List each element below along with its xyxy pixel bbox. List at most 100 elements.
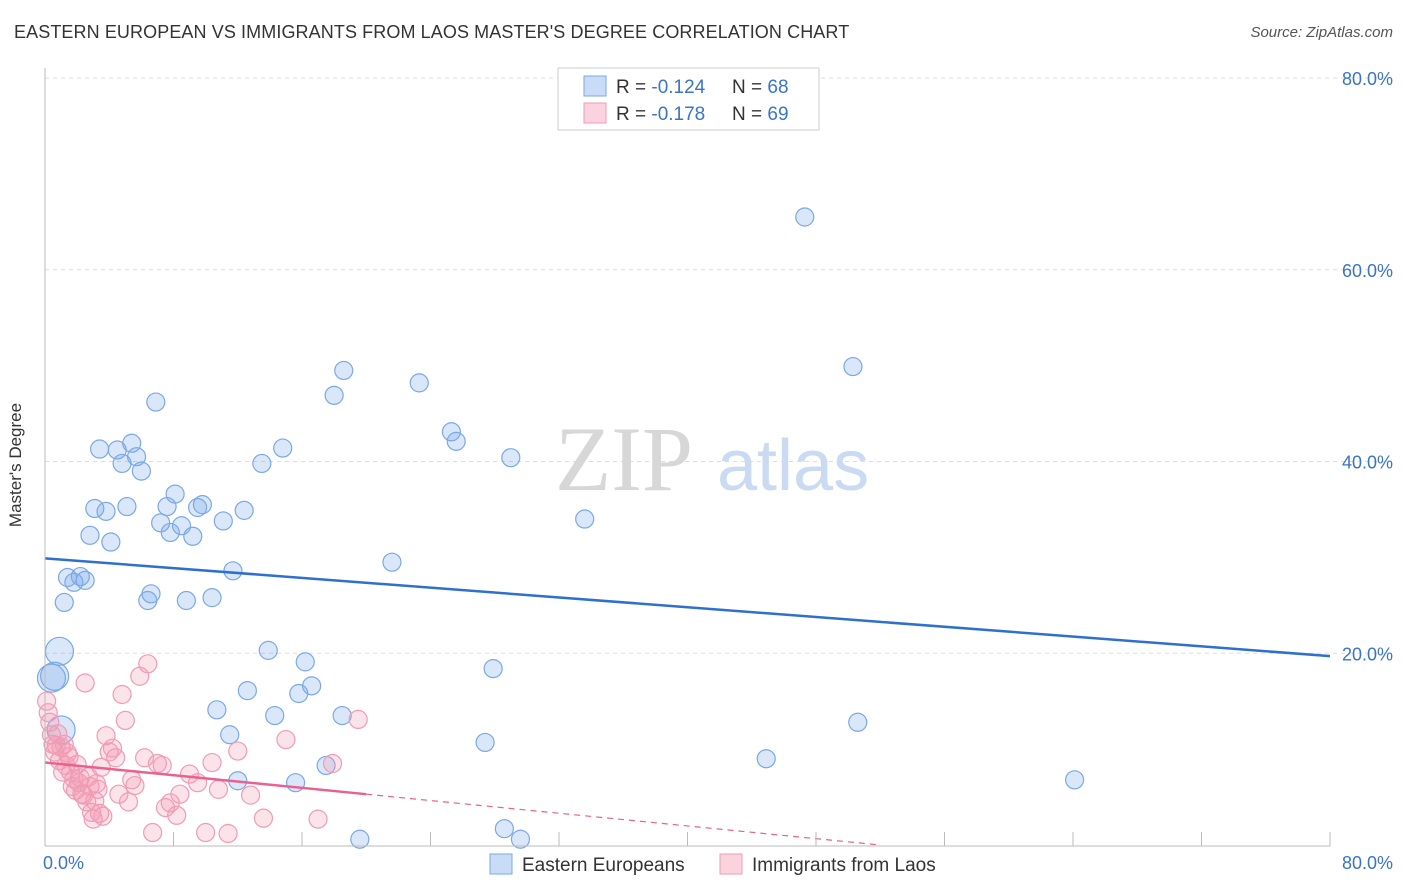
point-eastern-europeans	[848, 712, 868, 732]
point-eastern-europeans	[80, 525, 100, 545]
point-immigrants-from-laos	[112, 684, 132, 705]
point-eastern-europeans	[483, 658, 503, 679]
point-immigrants-from-laos	[109, 784, 129, 804]
point-eastern-europeans	[237, 681, 257, 701]
point-immigrants-from-laos	[143, 822, 163, 843]
point-immigrants-from-laos	[85, 791, 105, 811]
point-immigrants-from-laos	[125, 775, 145, 796]
point-immigrants-from-laos	[322, 753, 343, 774]
legend-label-eastern-europeans[interactable]: Eastern Europeans	[522, 855, 685, 876]
point-eastern-europeans	[151, 513, 171, 533]
axis-layer: 20.0% 40.0% 60.0% 80.0% 0.0% 80.0%	[43, 68, 1393, 873]
point-immigrants-from-laos	[38, 703, 58, 723]
point-eastern-europeans	[101, 532, 121, 552]
point-eastern-europeans	[202, 588, 222, 608]
point-eastern-europeans	[117, 496, 137, 517]
point-immigrants-from-laos	[75, 673, 95, 693]
legend-swatch-eastern-europeans[interactable]	[489, 853, 513, 875]
point-immigrants-from-laos	[152, 755, 172, 776]
watermark-atlas: atlas	[717, 426, 869, 506]
point-eastern-europeans	[510, 829, 531, 849]
stats-legend-row2-n: N = 69	[732, 104, 789, 125]
point-immigrants-from-laos	[170, 784, 190, 804]
point-eastern-europeans	[176, 590, 196, 611]
point-eastern-europeans	[494, 819, 514, 839]
point-eastern-europeans	[258, 640, 278, 660]
point-eastern-europeans	[843, 356, 863, 377]
trend-line-immigrants-from-laos	[44, 761, 367, 796]
point-eastern-europeans	[1065, 770, 1085, 790]
points-layer	[36, 207, 1085, 849]
r-value-2: -0.178	[651, 104, 705, 125]
point-immigrants-from-laos	[138, 654, 158, 674]
point-eastern-europeans	[302, 676, 322, 696]
x-tick-label: 80.0%	[1342, 853, 1393, 873]
watermark-zip: ZIP	[555, 408, 693, 510]
point-eastern-europeans	[192, 495, 213, 515]
point-eastern-europeans	[273, 438, 293, 458]
point-eastern-europeans	[126, 447, 147, 467]
point-eastern-europeans	[441, 422, 461, 442]
n-value-1: 68	[767, 77, 788, 98]
point-eastern-europeans	[475, 732, 495, 753]
grid-layer	[45, 77, 1392, 654]
point-immigrants-from-laos	[276, 729, 296, 750]
r-label-2: R =	[616, 104, 651, 125]
stats-legend-row1: R = -0.124	[616, 77, 706, 98]
point-eastern-europeans	[183, 526, 203, 546]
point-eastern-europeans	[324, 385, 344, 405]
stats-legend-row2: R = -0.178	[616, 104, 705, 125]
stats-legend-row1-n: N = 68	[732, 77, 789, 98]
point-eastern-europeans	[332, 705, 352, 726]
chart-title: EASTERN EUROPEAN VS IMMIGRANTS FROM LAOS…	[14, 22, 850, 42]
point-eastern-europeans	[446, 431, 466, 451]
point-immigrants-from-laos	[308, 809, 328, 829]
source-label: Source: ZipAtlas.com	[1250, 24, 1393, 41]
y-tick-label: 80.0%	[1342, 69, 1393, 89]
point-eastern-europeans	[756, 749, 776, 769]
trend-layer	[44, 557, 1331, 846]
point-eastern-europeans	[54, 592, 74, 613]
point-immigrants-from-laos	[88, 779, 108, 799]
trend-line-extension-immigrants-from-laos	[366, 793, 881, 846]
point-eastern-europeans	[85, 498, 105, 519]
point-eastern-europeans	[795, 207, 815, 227]
point-immigrants-from-laos	[196, 822, 216, 843]
legend-label-immigrants-from-laos[interactable]: Immigrants from Laos	[752, 855, 936, 876]
point-eastern-europeans	[265, 705, 285, 726]
stats-legend-swatch-blue	[583, 75, 607, 97]
point-eastern-europeans	[160, 522, 180, 543]
point-immigrants-from-laos	[93, 806, 113, 826]
point-eastern-europeans	[75, 570, 95, 590]
point-eastern-europeans	[207, 700, 227, 720]
n-value-2: 69	[767, 104, 788, 125]
point-eastern-europeans	[213, 511, 233, 531]
point-immigrants-from-laos	[115, 710, 135, 730]
point-eastern-europeans	[36, 663, 67, 693]
point-immigrants-from-laos	[253, 808, 274, 828]
x-tick-label: 0.0%	[43, 853, 84, 873]
stats-legend: R = -0.124 N = 68 R = -0.178 N = 69	[557, 67, 820, 131]
y-tick-label: 40.0%	[1342, 453, 1393, 473]
point-eastern-europeans	[350, 829, 370, 849]
point-immigrants-from-laos	[241, 785, 261, 805]
point-eastern-europeans	[220, 725, 240, 745]
point-eastern-europeans	[575, 509, 595, 529]
watermark: ZIP atlas	[555, 408, 869, 510]
point-immigrants-from-laos	[208, 779, 229, 799]
point-eastern-europeans	[409, 373, 429, 393]
point-immigrants-from-laos	[90, 803, 110, 823]
point-eastern-europeans	[141, 584, 161, 604]
point-immigrants-from-laos	[228, 741, 248, 761]
point-immigrants-from-laos	[106, 748, 126, 768]
r-value-1: -0.124	[651, 77, 705, 98]
y-tick-label: 20.0%	[1342, 644, 1393, 664]
stats-legend-swatch-pink	[583, 102, 607, 124]
point-eastern-europeans	[165, 484, 185, 504]
point-immigrants-from-laos	[81, 802, 102, 823]
point-eastern-europeans	[252, 453, 272, 474]
point-immigrants-from-laos	[167, 805, 187, 825]
legend-swatch-immigrants-from-laos[interactable]	[719, 853, 743, 875]
trend-line-eastern-europeans	[44, 557, 1331, 658]
